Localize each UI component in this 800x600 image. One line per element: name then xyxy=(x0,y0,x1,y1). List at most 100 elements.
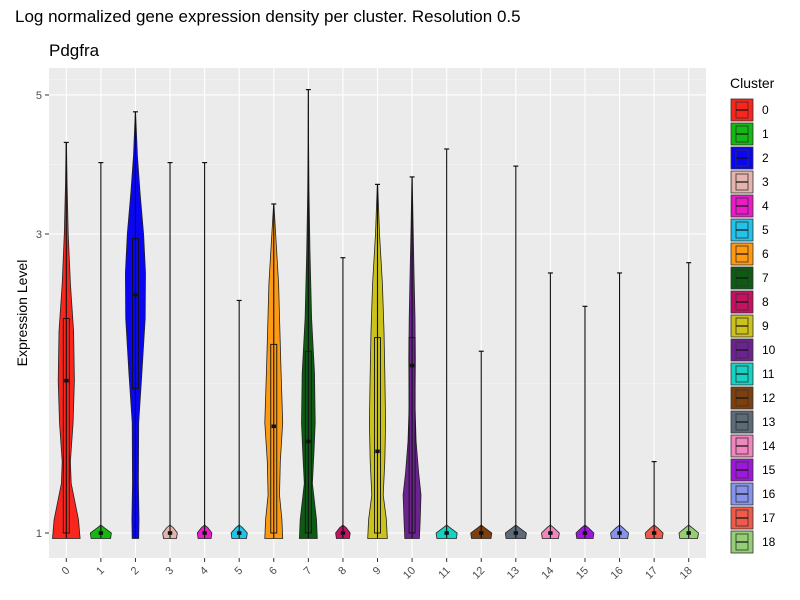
violin-median xyxy=(479,531,484,535)
x-tick-label: 8 xyxy=(336,565,349,578)
x-tick-label: 10 xyxy=(401,565,418,582)
violin-cluster-11 xyxy=(435,148,458,539)
y-tick-label: 5 xyxy=(36,90,42,102)
legend-label: 2 xyxy=(762,151,769,165)
violin-cluster-1 xyxy=(89,161,112,539)
x-tick-label: 11 xyxy=(436,565,453,582)
x-tick-label: 13 xyxy=(505,565,522,582)
violin-cluster-9 xyxy=(367,183,388,539)
violin-cluster-7 xyxy=(298,88,318,539)
legend-item-0: 0 xyxy=(730,98,769,122)
legend-item-15: 15 xyxy=(730,458,776,482)
violin-median xyxy=(375,449,380,454)
chart-title: Log normalized gene expression density p… xyxy=(15,7,521,26)
legend-item-18: 18 xyxy=(730,530,776,554)
violin-box xyxy=(270,343,278,534)
y-axis-label: Expression Level xyxy=(14,260,30,367)
legend-item-3: 3 xyxy=(730,170,769,194)
x-tick-label: 2 xyxy=(129,565,142,578)
violin-median xyxy=(202,531,207,535)
legend-item-17: 17 xyxy=(730,506,776,530)
legend-item-11: 11 xyxy=(730,362,775,386)
x-tick-label: 4 xyxy=(198,565,211,578)
violin-cluster-8 xyxy=(335,257,351,539)
legend-item-6: 6 xyxy=(730,242,769,266)
legend-item-13: 13 xyxy=(730,410,776,434)
violin-box xyxy=(62,317,70,534)
legend-label: 0 xyxy=(762,103,769,117)
legend-label: 5 xyxy=(762,223,769,237)
violin-median xyxy=(582,531,588,535)
violin-median xyxy=(167,531,173,535)
legend-item-12: 12 xyxy=(730,386,776,410)
legend-item-16: 16 xyxy=(730,482,776,506)
legend-label: 11 xyxy=(762,367,775,381)
legend-item-4: 4 xyxy=(730,194,769,218)
x-tick-label: 18 xyxy=(678,565,695,582)
legend-label: 14 xyxy=(762,439,776,453)
legend-item-7: 7 xyxy=(730,266,769,290)
violin-cluster-3 xyxy=(162,161,178,539)
violin-median xyxy=(133,292,138,297)
violin-median xyxy=(409,363,415,368)
legend-label: 4 xyxy=(762,199,769,213)
violin-median xyxy=(444,531,449,535)
violin-cluster-4 xyxy=(196,161,213,539)
legend-label: 12 xyxy=(762,391,776,405)
violin-cluster-17 xyxy=(644,460,664,539)
x-tick-label: 17 xyxy=(643,565,660,582)
x-tick-label: 14 xyxy=(539,565,556,582)
legend-item-14: 14 xyxy=(730,434,776,458)
chart-subtitle: Pdgfra xyxy=(49,41,100,60)
violin-box xyxy=(304,350,312,534)
legend-item-2: 2 xyxy=(730,146,769,170)
legend-item-8: 8 xyxy=(730,290,769,314)
violin-cluster-0 xyxy=(52,141,81,539)
legend-label: 16 xyxy=(762,487,776,501)
violin-median xyxy=(271,424,276,429)
violin-median xyxy=(548,531,553,535)
violin-median xyxy=(236,531,242,535)
x-tick-label: 16 xyxy=(609,565,626,582)
legend-label: 1 xyxy=(762,127,769,141)
y-tick-label: 3 xyxy=(36,229,42,241)
y-tick-label: 1 xyxy=(36,528,42,540)
x-tick-label: 0 xyxy=(60,565,73,578)
violin-cluster-2 xyxy=(124,111,146,539)
violin-median xyxy=(98,531,104,535)
violin-median xyxy=(617,531,622,535)
violin-cluster-6 xyxy=(264,203,284,539)
legend-item-10: 10 xyxy=(730,338,776,362)
x-tick-label: 3 xyxy=(163,565,176,578)
violin-median xyxy=(306,439,311,444)
violin-cluster-14 xyxy=(541,272,560,539)
x-tick-label: 1 xyxy=(94,565,107,578)
legend-label: 17 xyxy=(762,511,776,525)
legend-label: 6 xyxy=(762,247,769,261)
x-tick-label: 15 xyxy=(574,565,591,582)
legend-item-5: 5 xyxy=(730,218,769,242)
legend-label: 3 xyxy=(762,175,769,189)
x-axis: 0 1 2 3 4 5 6 7 8 9 10 11 12 13 14 15 16 17 18 xyxy=(60,558,695,582)
x-tick-label: 6 xyxy=(267,565,280,578)
violin-median xyxy=(340,531,346,535)
violin-median xyxy=(686,531,691,535)
x-tick-label: 7 xyxy=(302,565,315,578)
legend-label: 7 xyxy=(762,271,769,285)
legend-label: 10 xyxy=(762,343,776,357)
violin-cluster-16 xyxy=(610,272,629,539)
legend-label: 8 xyxy=(762,295,769,309)
legend-label: 15 xyxy=(762,463,776,477)
legend-item-9: 9 xyxy=(730,314,769,338)
violin-cluster-13 xyxy=(504,165,527,539)
legend-label: 9 xyxy=(762,319,769,333)
violin-median xyxy=(64,378,69,383)
x-tick-label: 12 xyxy=(470,565,487,582)
legend-title: Cluster xyxy=(730,75,775,91)
violin-cluster-12 xyxy=(470,350,493,539)
violin-median xyxy=(513,531,519,535)
violin-box xyxy=(374,337,381,534)
y-axis: 1 3 5 xyxy=(36,90,49,540)
